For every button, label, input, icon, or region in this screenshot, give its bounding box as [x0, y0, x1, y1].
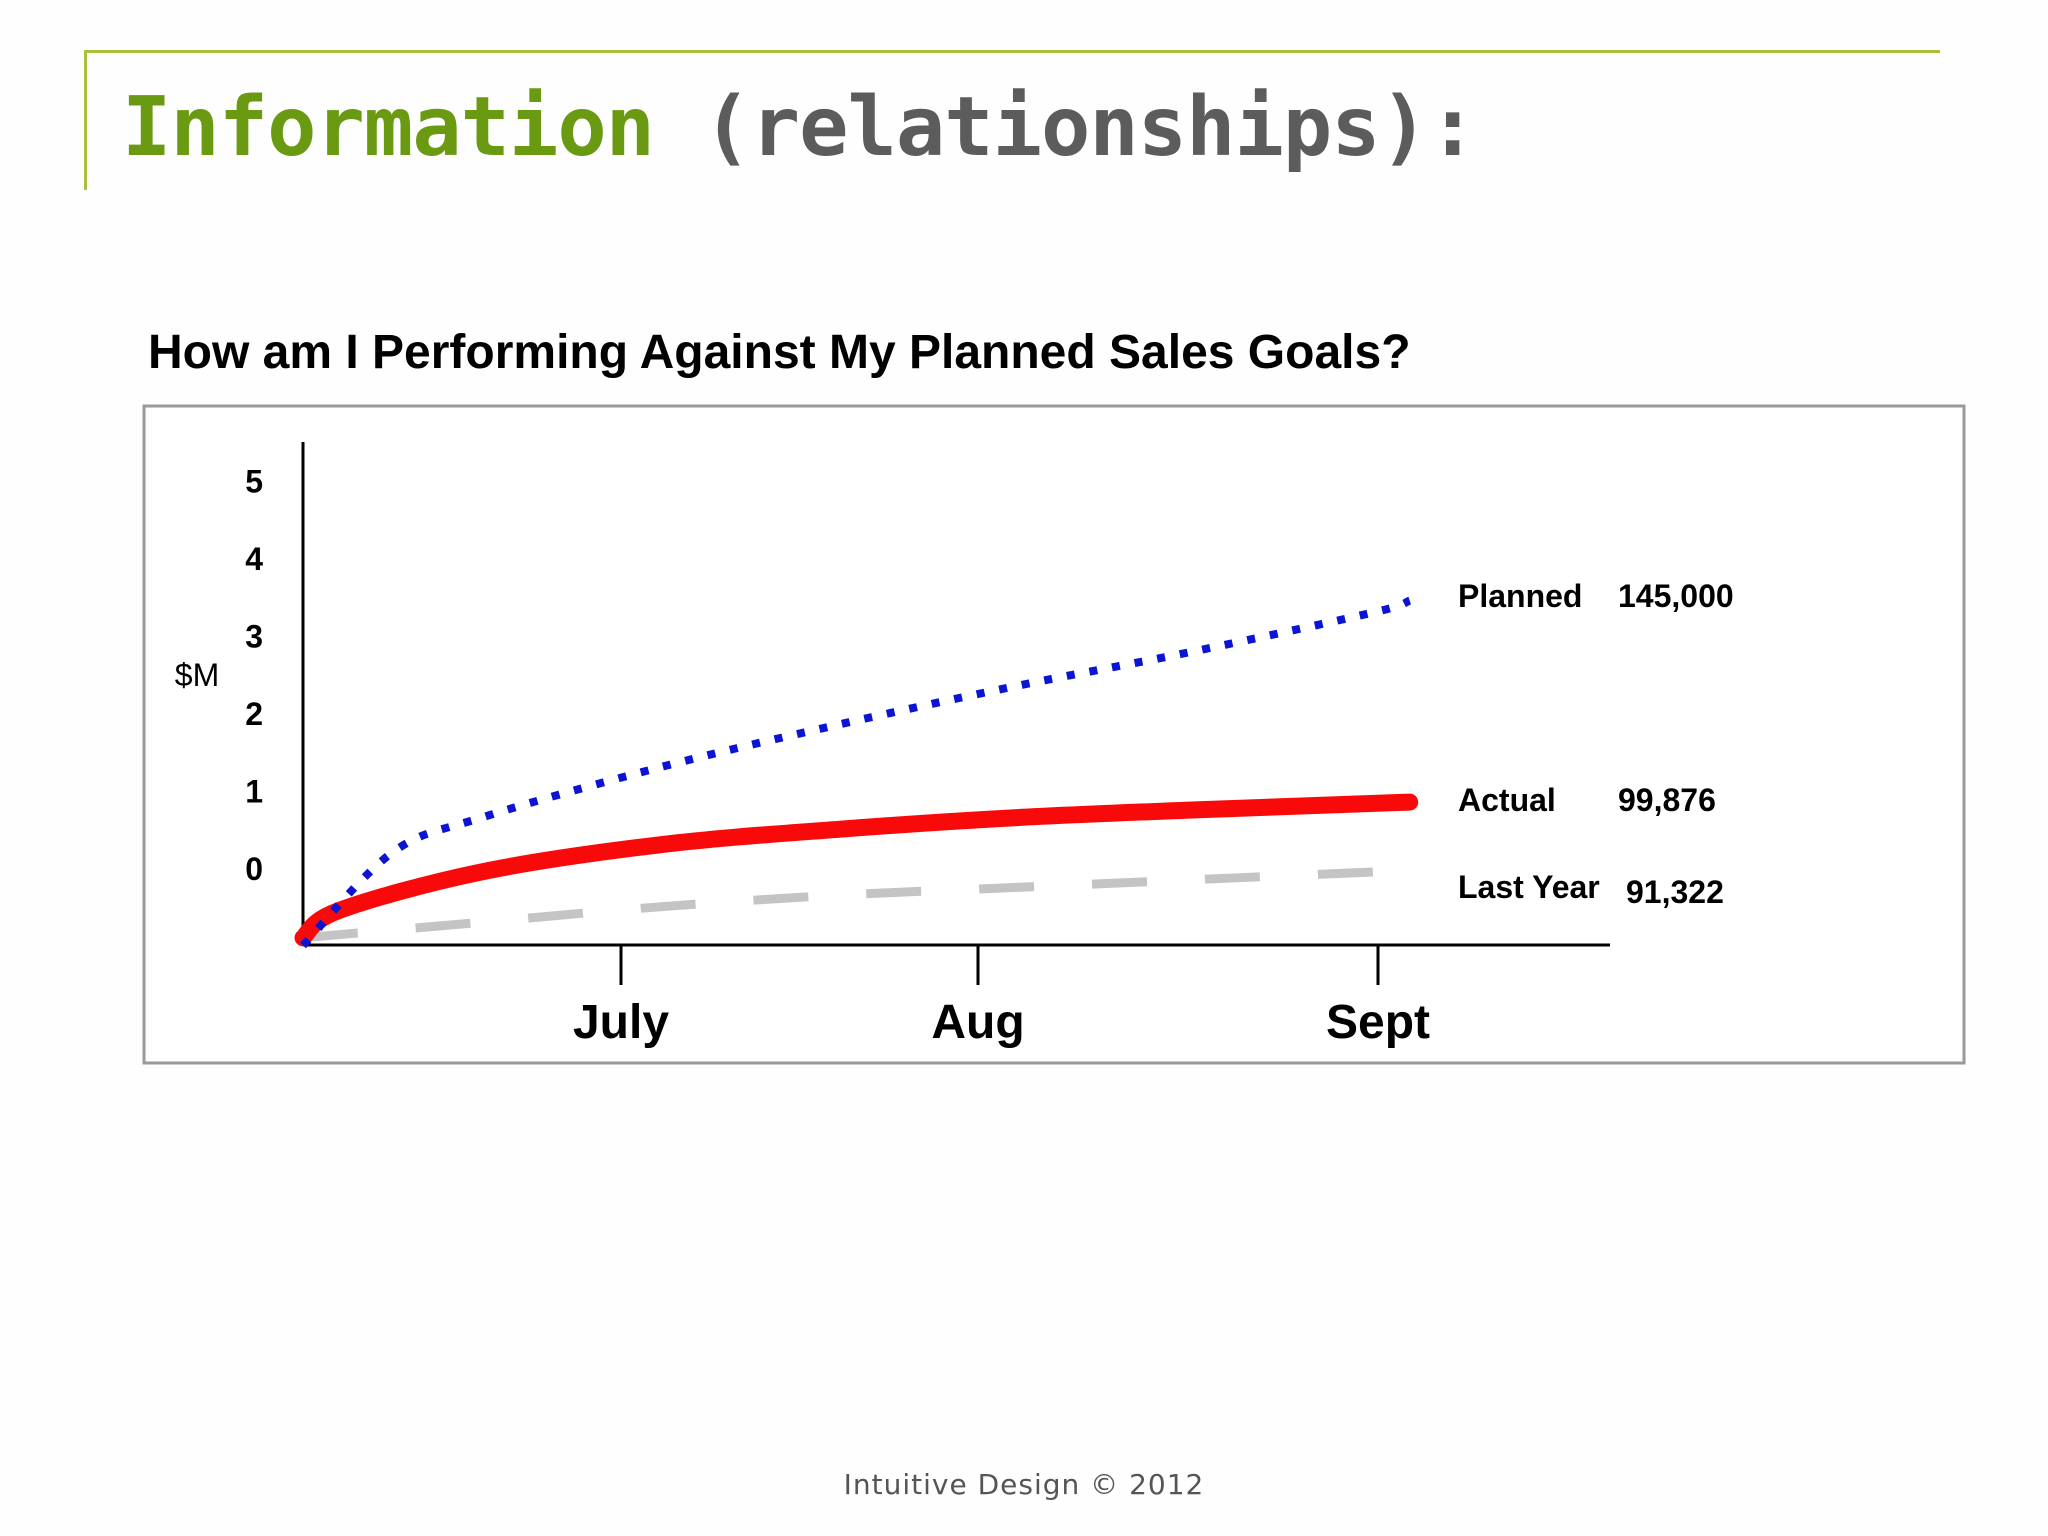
series-line-actual — [294, 793, 1419, 947]
series-value-planned: 145,000 — [1618, 578, 1734, 614]
slide-title-strong: Information — [122, 80, 655, 175]
slide-title-rest: (relationships): — [702, 80, 1477, 175]
slide-title: Information (relationships): — [122, 78, 1477, 178]
series-label-planned: Planned — [1458, 578, 1582, 614]
footer-copyright: Intuitive Design © 2012 — [843, 1468, 1205, 1501]
title-rule-top — [84, 50, 1940, 53]
y-tick-label: 3 — [245, 619, 263, 655]
series-label-last-year: Last Year — [1458, 869, 1600, 905]
x-tick-label: Aug — [931, 996, 1024, 1049]
x-tick-label: Sept — [1326, 996, 1430, 1049]
series-value-last-year: 91,322 — [1626, 874, 1724, 910]
series-value-actual: 99,876 — [1618, 782, 1716, 818]
chart-layer: 5 4 3 2 1 0 $M July Aug Sept Last Year 91,322 Actual… — [175, 442, 1734, 1049]
y-tick-label: 1 — [245, 774, 263, 810]
chart-frame — [142, 404, 1966, 1065]
series-label-actual: Actual — [1458, 782, 1556, 818]
y-tick-label: 5 — [245, 464, 263, 500]
y-tick-label: 0 — [245, 851, 263, 887]
y-tick-label: 2 — [245, 696, 263, 732]
chart-title: How am I Performing Against My Planned S… — [148, 326, 1411, 379]
x-tick-label: July — [573, 996, 669, 1049]
y-tick-label: 4 — [245, 541, 263, 577]
y-axis-label: $M — [175, 657, 219, 693]
series-line-planned — [300, 596, 1412, 949]
title-rule-left — [84, 50, 87, 190]
